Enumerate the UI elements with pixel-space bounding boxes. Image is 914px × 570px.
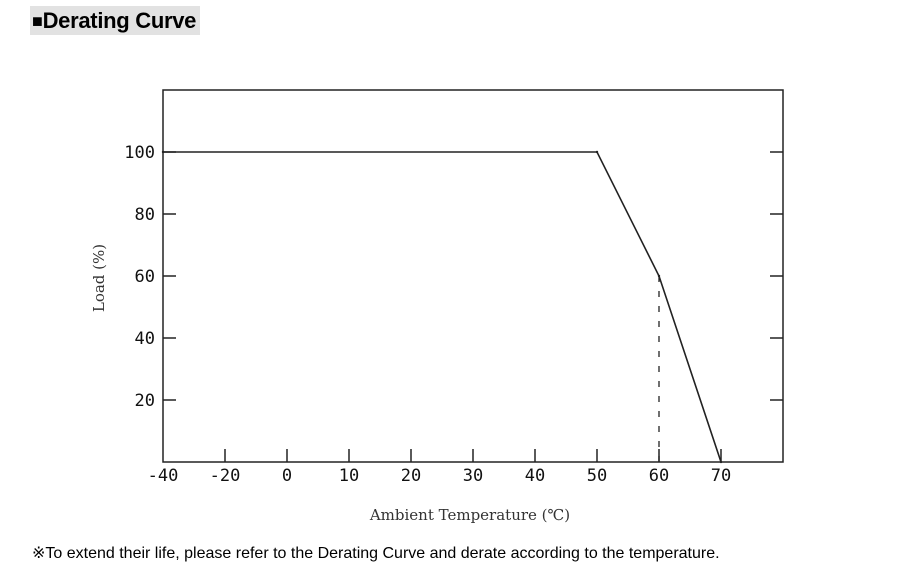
x-tick-label: 0 [282, 466, 292, 486]
x-tick-label: 10 [339, 466, 359, 486]
section-heading: ■Derating Curve [30, 6, 201, 35]
x-tick-label: 30 [463, 466, 483, 486]
x-tick-label: 60 [649, 466, 669, 486]
plot-frame [162, 89, 784, 463]
y-axis-title: Load (%) [90, 244, 108, 312]
curve-point [595, 150, 599, 154]
y-tick-label: 80 [135, 205, 155, 225]
curve-point [657, 274, 661, 278]
y-tick-label: 60 [135, 267, 155, 287]
x-tick-label: 50 [587, 466, 607, 486]
x-tick-label: 70 [711, 466, 731, 486]
y-tick-label: 20 [135, 391, 155, 411]
section-title: Derating Curve [42, 8, 197, 33]
x-tick-label: 20 [401, 466, 421, 486]
x-tick-label: -20 [210, 466, 241, 486]
y-tick-label: 40 [135, 329, 155, 349]
square-bullet-icon: ■ [32, 11, 43, 31]
footnote: ※To extend their life, please refer to t… [32, 545, 720, 562]
curve-point [161, 150, 165, 154]
curve-point [719, 460, 723, 464]
derating-curve-line [163, 151, 722, 463]
x-tick-label: 40 [525, 466, 545, 486]
y-tick-label: 100 [124, 143, 155, 163]
x-axis-title: Ambient Temperature (℃) [369, 506, 570, 524]
x-tick-label: -40 [148, 466, 179, 486]
